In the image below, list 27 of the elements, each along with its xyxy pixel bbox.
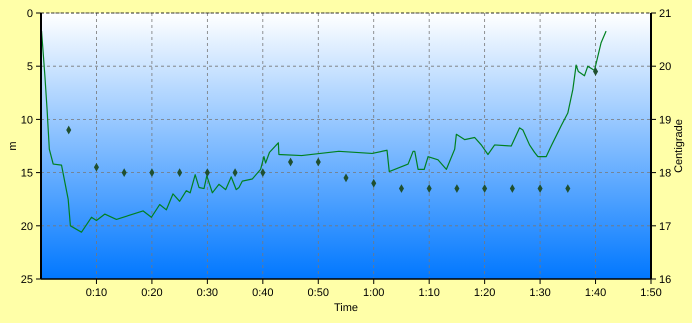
x-tick-label: 0:40 (252, 287, 274, 299)
x-tick-label: 1:30 (529, 287, 551, 299)
y-tick-label: 5 (26, 61, 33, 74)
y-tick-label: 25 (20, 274, 33, 286)
line-series (40, 30, 607, 233)
x-tick-label: 0:50 (308, 287, 329, 299)
x-tick-label: 0:20 (141, 287, 163, 299)
y2-tick-label: 19 (659, 114, 672, 126)
y-tick-label: 0 (26, 8, 33, 20)
y-tick-label: 15 (20, 168, 33, 180)
y2-tick-label: 17 (659, 220, 672, 233)
x-tick-label: 1:50 (640, 287, 662, 299)
y-tick-label: 20 (20, 220, 33, 233)
x-axis-title: Time (334, 302, 358, 314)
y2-tick-label: 16 (659, 274, 672, 286)
x-tick-label: 0:10 (86, 287, 108, 299)
x-tick-label: 1:40 (584, 287, 606, 299)
y-tick-label: 10 (20, 114, 33, 126)
x-tick-label: 1:20 (474, 287, 496, 299)
y2-tick-label: 18 (659, 168, 672, 180)
x-tick-label: 1:00 (363, 287, 384, 299)
y-axis-title: m (7, 141, 19, 151)
y2-tick-label: 21 (659, 8, 672, 20)
x-tick-label: 1:10 (418, 287, 440, 299)
y2-axis-title: Centigrade (673, 119, 685, 173)
x-tick-label: 0:30 (196, 287, 218, 299)
y2-tick-label: 20 (659, 61, 672, 74)
